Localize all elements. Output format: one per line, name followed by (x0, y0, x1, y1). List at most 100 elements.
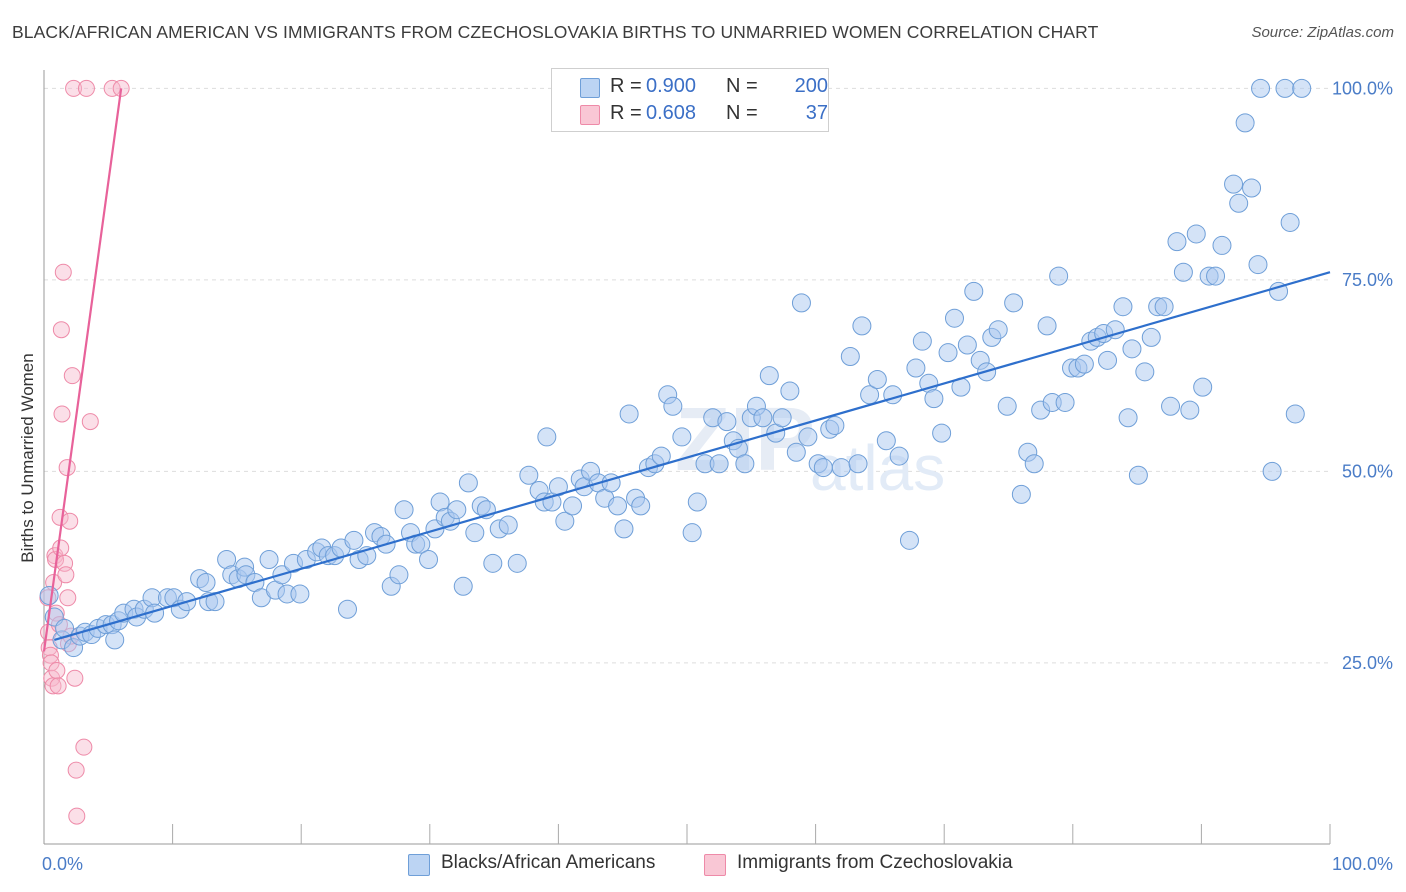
legend-r-label: R = (610, 102, 642, 124)
data-point-blacks (899, 530, 919, 550)
data-point-blacks (1248, 255, 1268, 275)
data-point-blacks (663, 396, 683, 416)
data-point-czechoslovakia (81, 413, 99, 431)
legend-swatch-pink (580, 105, 600, 125)
data-point-blacks (1049, 266, 1069, 286)
data-point-blacks (1285, 404, 1305, 424)
data-point-blacks (964, 281, 984, 301)
data-point-blacks (867, 369, 887, 389)
data-point-czechoslovakia (63, 367, 81, 385)
data-point-blacks (419, 549, 439, 569)
bottom-legend-swatch-blue (408, 854, 430, 876)
data-point-blacks (631, 496, 651, 516)
data-point-blacks (772, 408, 792, 428)
data-point-czechoslovakia (58, 459, 76, 477)
data-point-blacks (759, 366, 779, 386)
data-point-czechoslovakia (75, 738, 93, 756)
legend-swatch-blue (580, 78, 600, 98)
data-point-czechoslovakia (48, 662, 66, 680)
data-point-blacks (889, 446, 909, 466)
data-point-blacks (1173, 262, 1193, 282)
data-point-blacks (507, 553, 527, 573)
data-point-blacks (1113, 297, 1133, 317)
y-tick-label: 25.0% (1342, 653, 1393, 673)
data-point-blacks (848, 454, 868, 474)
data-point-blacks (717, 412, 737, 432)
legend-n-value: 200 (794, 75, 828, 97)
legend-r-value: 0.608 (646, 102, 697, 124)
data-point-blacks (906, 358, 926, 378)
x-tick-label: 100.0% (1332, 854, 1393, 874)
data-point-blacks (1251, 78, 1271, 98)
data-point-blacks (1292, 78, 1312, 98)
data-point-blacks (831, 458, 851, 478)
data-point-blacks (1167, 232, 1187, 252)
data-point-blacks (614, 519, 634, 539)
series-czechoslovakia (39, 79, 130, 825)
data-point-blacks (1055, 392, 1075, 412)
data-point-blacks (780, 381, 800, 401)
data-point-blacks (687, 492, 707, 512)
data-point-blacks (997, 396, 1017, 416)
data-point-czechoslovakia (77, 79, 95, 97)
data-point-czechoslovakia (57, 566, 75, 584)
data-point-blacks (1074, 354, 1094, 374)
series-blacks (39, 78, 1312, 658)
data-point-blacks (1105, 320, 1125, 340)
legend-n-label: N = (726, 102, 758, 124)
data-point-blacks (735, 454, 755, 474)
source-credit: Source: ZipAtlas.com (1251, 24, 1394, 41)
data-point-blacks (957, 335, 977, 355)
data-point-blacks (840, 347, 860, 366)
data-point-blacks (1154, 297, 1174, 317)
legend-r-label: R = (610, 75, 642, 97)
data-point-blacks (555, 511, 575, 531)
data-point-czechoslovakia (53, 405, 71, 423)
bottom-legend-label-czechoslovakia: Immigrants from Czechoslovakia (737, 852, 1013, 873)
data-point-blacks (1135, 362, 1155, 382)
y-tick-label: 75.0% (1342, 270, 1393, 290)
data-point-blacks (1118, 408, 1138, 428)
data-point-blacks (1186, 224, 1206, 244)
y-tick-label: 50.0% (1342, 461, 1393, 481)
y-axis-title: Births to Unmarried Women (18, 353, 37, 562)
data-point-blacks (447, 500, 467, 520)
data-point-czechoslovakia (54, 263, 72, 281)
data-point-blacks (924, 389, 944, 409)
data-point-czechoslovakia (52, 539, 70, 557)
data-point-czechoslovakia (59, 589, 77, 607)
data-point-blacks (852, 316, 872, 336)
data-point-blacks (337, 599, 357, 619)
data-point-blacks (1224, 174, 1244, 194)
data-point-blacks (1206, 266, 1226, 286)
data-point-blacks (1122, 339, 1142, 359)
data-point-blacks (1193, 377, 1213, 397)
data-point-blacks (39, 585, 59, 605)
data-point-blacks (105, 630, 125, 650)
data-point-blacks (519, 465, 539, 485)
data-point-czechoslovakia (65, 79, 83, 97)
data-point-blacks (1280, 212, 1300, 232)
bottom-legend: Blacks/African Americans Immigrants from… (0, 852, 1406, 878)
data-point-blacks (1242, 178, 1262, 198)
data-point-blacks (1180, 400, 1200, 420)
data-point-blacks (1037, 316, 1057, 336)
chart-title: BLACK/AFRICAN AMERICAN VS IMMIGRANTS FRO… (12, 22, 1099, 42)
data-point-czechoslovakia (61, 512, 79, 530)
data-point-blacks (1275, 78, 1295, 98)
data-point-blacks (753, 408, 773, 428)
data-point-blacks (563, 496, 583, 516)
x-tick-label: 0.0% (42, 854, 83, 874)
data-point-blacks (453, 576, 473, 596)
data-point-blacks (1004, 293, 1024, 313)
data-point-blacks (1024, 454, 1044, 474)
y-tick-label: 100.0% (1332, 78, 1393, 98)
data-point-blacks (498, 515, 518, 535)
data-point-blacks (1235, 113, 1255, 133)
legend-n-value: 37 (805, 102, 828, 124)
bottom-legend-label-blacks: Blacks/African Americans (441, 852, 656, 873)
data-point-blacks (465, 523, 485, 543)
data-point-blacks (290, 584, 310, 604)
trend-lines (42, 88, 1331, 652)
